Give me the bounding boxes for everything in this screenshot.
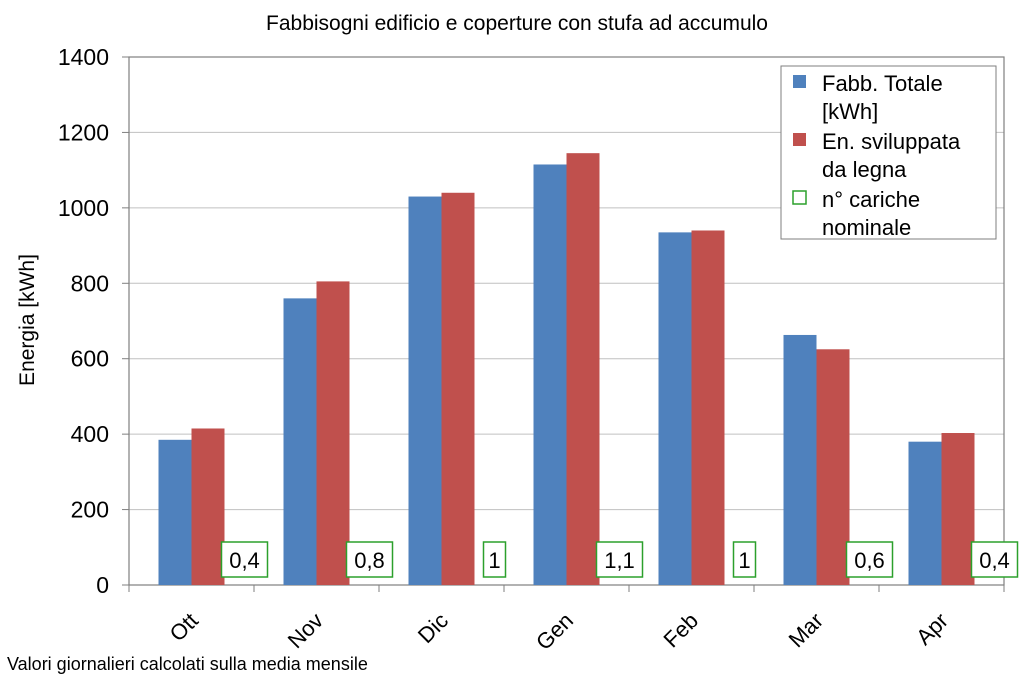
bar-series-2 — [691, 230, 725, 585]
x-tick-label: Gen — [531, 608, 578, 655]
data-label: 1 — [738, 548, 750, 573]
data-label: 1 — [488, 548, 500, 573]
data-label-box — [732, 541, 757, 578]
y-axis-ticks: 0 200 400 600 800 1000 1200 1400 — [58, 44, 129, 598]
x-axis-ticks: Ott Nov Dic Gen Feb Mar Apr — [128, 585, 1005, 655]
y-tick-label: 1000 — [58, 195, 109, 221]
bar-series-2 — [566, 153, 600, 585]
bar-series-1 — [533, 164, 567, 585]
bar-series-2 — [941, 433, 975, 585]
y-tick-label: 1200 — [58, 119, 109, 145]
y-tick-label: 0 — [96, 572, 109, 598]
legend-label-series-1-line-2: [kWh] — [822, 99, 878, 124]
legend: Fabb. Totale [kWh] En. sviluppata da leg… — [780, 65, 997, 240]
y-tick-label: 200 — [71, 497, 109, 523]
y-tick-label: 600 — [71, 346, 109, 372]
x-tick-label: Apr — [911, 608, 953, 650]
data-labels: 0,4 0,8 1 1,1 1 0,6 0,4 — [220, 541, 1019, 578]
bars — [158, 153, 975, 586]
legend-swatch-annotation — [792, 190, 807, 205]
data-label-box — [220, 541, 269, 578]
y-tick-label: 400 — [71, 421, 109, 447]
data-label: 0,4 — [979, 548, 1010, 573]
legend-box — [780, 65, 997, 240]
data-label-box — [345, 541, 394, 578]
bar-series-1 — [408, 196, 442, 586]
bar-series-2 — [191, 428, 225, 585]
bar-series-1 — [658, 232, 692, 585]
data-label: 1,1 — [604, 548, 635, 573]
x-tick-label: Ott — [165, 608, 203, 646]
legend-label-annotation-line-1: n° cariche — [822, 187, 920, 212]
legend-swatch-series-1 — [793, 75, 806, 88]
data-label: 0,8 — [354, 548, 385, 573]
x-tick-label: Dic — [413, 608, 453, 648]
bar-series-1 — [783, 334, 817, 585]
data-label-box — [970, 541, 1019, 578]
x-tick-label: Feb — [659, 608, 703, 652]
x-tick-label: Nov — [283, 608, 328, 653]
data-label: 0,4 — [229, 548, 260, 573]
legend-label-series-2-line-2: da legna — [822, 157, 907, 182]
legend-label-series-1-line-1: Fabb. Totale — [822, 71, 943, 96]
data-label: 0,6 — [854, 548, 885, 573]
chart-title: Fabbisogni edificio e coperture con stuf… — [266, 12, 768, 35]
bar-series-2 — [316, 281, 350, 585]
bar-series-1 — [908, 441, 942, 585]
x-tick-label: Mar — [784, 608, 828, 652]
bar-series-1 — [158, 439, 192, 585]
data-label-box — [595, 541, 644, 578]
bar-series-1 — [283, 298, 317, 585]
y-axis-label: Energia [kWh] — [16, 254, 39, 386]
bar-series-2 — [816, 349, 850, 585]
footnote: Valori giornalieri calcolati sulla media… — [7, 654, 368, 674]
y-tick-label: 800 — [71, 270, 109, 296]
data-label-box — [482, 541, 507, 578]
data-label-box — [845, 541, 894, 578]
bar-series-2 — [441, 192, 475, 585]
legend-swatch-series-2 — [793, 133, 806, 146]
legend-label-annotation-line-2: nominale — [822, 215, 911, 240]
legend-label-series-2-line-1: En. sviluppata — [822, 129, 961, 154]
y-tick-label: 1400 — [58, 44, 109, 70]
